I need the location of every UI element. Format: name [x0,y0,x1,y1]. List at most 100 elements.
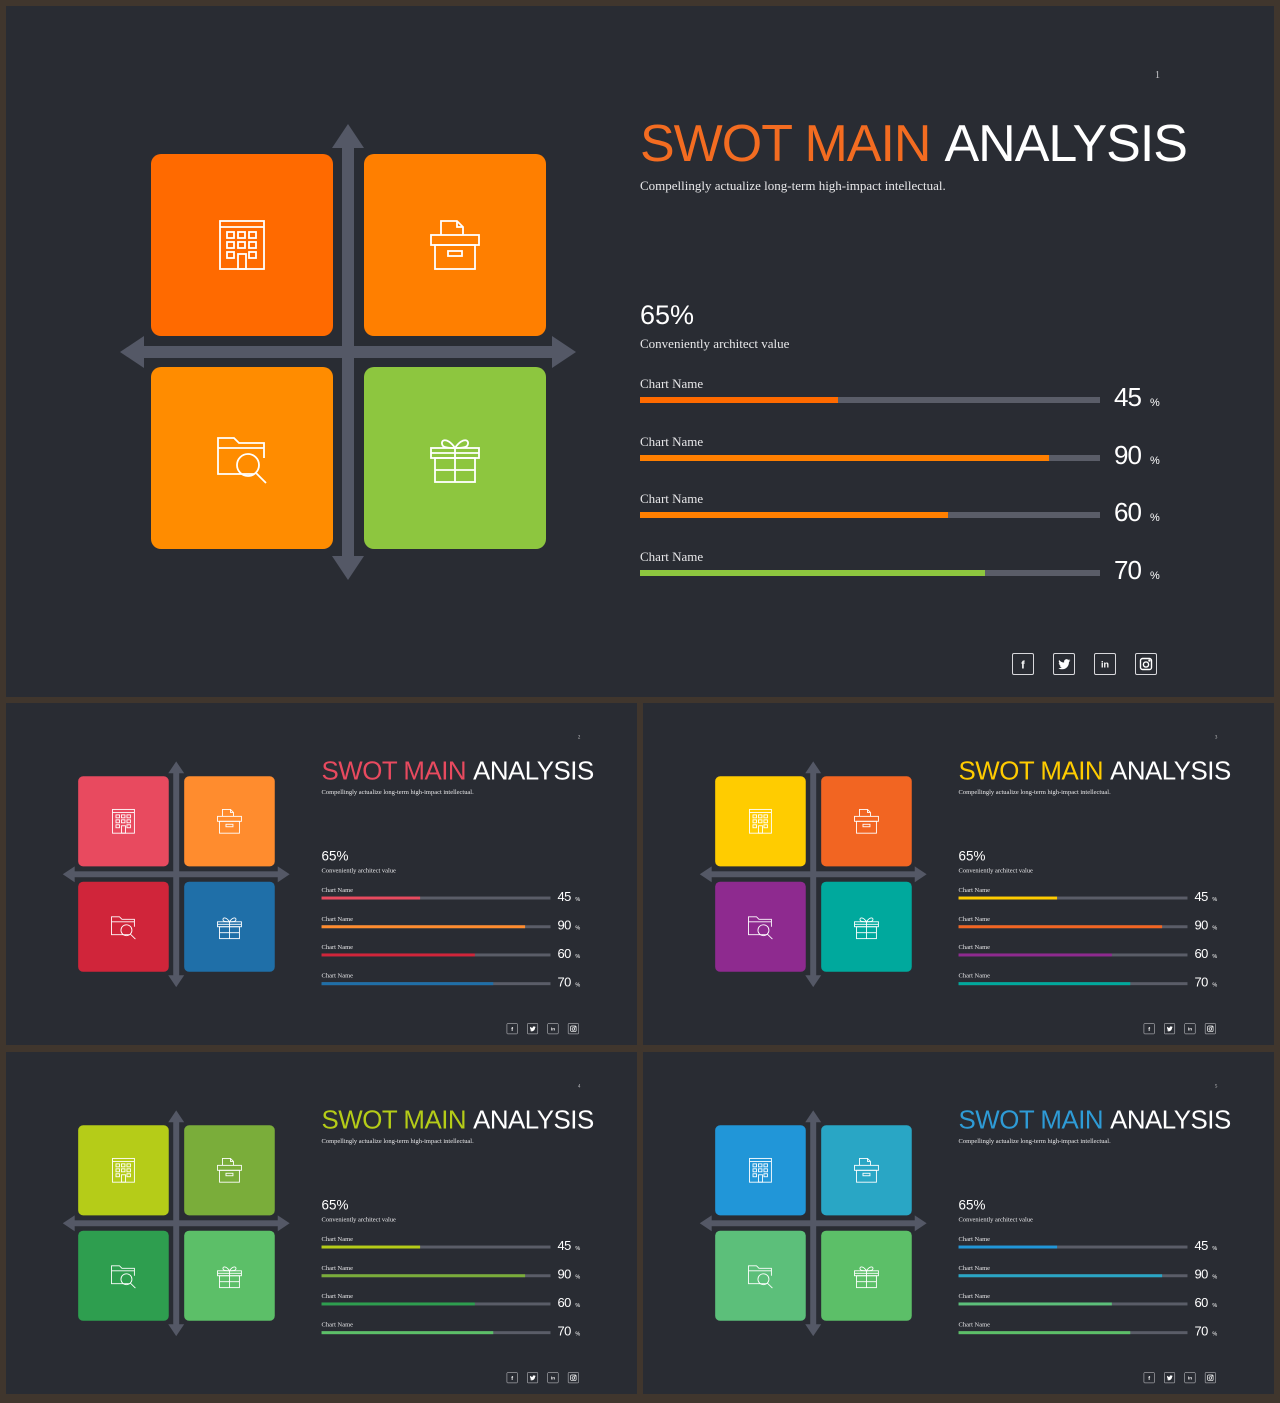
page-number: 3 [1214,734,1218,741]
progress-unit: % [575,1245,581,1252]
progress-row: Chart Name 90 % [640,434,1170,480]
instagram-icon [570,1374,577,1381]
headline-caption: Conveniently architect value [958,1215,1033,1223]
folder-search-icon [748,916,773,940]
progress-label: Chart Name [958,1320,990,1329]
quadrant-square-bottom-right[interactable] [821,1230,912,1321]
headline-value: 65% [958,1197,986,1213]
progress-unit: % [1150,570,1160,582]
quadrant-square-bottom-left[interactable] [715,881,806,972]
instagram-icon [570,1025,577,1032]
facebook-button[interactable]: f [506,1023,518,1035]
progress-fill [958,896,1057,900]
instagram-button[interactable] [1135,653,1157,675]
headline-caption: Conveniently architect value [958,866,1033,874]
progress-value: 60 [557,1295,571,1310]
slide-1[interactable]: 1 [6,6,1274,697]
slide-3[interactable]: 3 [643,703,1274,1045]
quadrant-square-top-right[interactable] [184,1125,275,1216]
quadrant-square-top-left[interactable] [715,1125,806,1216]
progress-row: Chart Name 70 % [958,972,1223,995]
progress-row: Chart Name 90 % [958,915,1223,938]
linkedin-button[interactable]: in [1094,653,1116,675]
slide-4[interactable]: 4 [6,1052,637,1394]
progress-row: Chart Name 90 % [321,1264,586,1287]
progress-value: 90 [1194,1266,1208,1282]
quadrant-square-top-right[interactable] [364,154,546,336]
building-icon [219,220,265,270]
progress-value: 60 [1114,497,1142,527]
progress-fill [958,982,1131,986]
instagram-button[interactable] [1204,1023,1216,1035]
progress-track [958,953,1188,957]
progress-fill [321,1331,494,1335]
instagram-button[interactable] [567,1372,579,1384]
quadrant-axes [62,1110,290,1337]
quadrant-square-top-right[interactable] [821,776,912,867]
title-accent: SWOT MAIN [321,1105,467,1135]
progress-track [321,1245,551,1249]
linkedin-icon: in [1188,1026,1192,1031]
facebook-button[interactable]: f [1143,1372,1155,1384]
progress-track [958,1274,1188,1278]
quadrant-square-bottom-left[interactable] [715,1230,806,1321]
building-icon [112,808,135,834]
quadrant-square-bottom-right[interactable] [184,1230,275,1321]
page-number: 2 [577,734,581,741]
quadrant-axes [120,124,576,580]
quadrant-square-top-left[interactable] [78,776,169,867]
quadrant-square-bottom-right[interactable] [184,881,275,972]
progress-unit: % [1212,953,1218,960]
progress-unit: % [575,925,581,932]
progress-unit: % [1212,925,1218,932]
linkedin-button[interactable]: in [1184,1372,1196,1384]
linkedin-button[interactable]: in [1184,1023,1196,1035]
svg-text:f: f [511,1376,513,1381]
quadrant-square-top-left[interactable] [78,1125,169,1216]
progress-unit: % [1150,397,1160,409]
quadrant-axes [62,761,290,988]
twitter-button[interactable] [1164,1023,1176,1035]
title-rest: ANALYSIS [1110,1105,1231,1135]
twitter-button[interactable] [527,1023,539,1035]
progress-unit: % [1212,1245,1218,1252]
progress-fill [958,925,1163,929]
quadrant-square-bottom-left[interactable] [78,881,169,972]
quadrant-square-bottom-left[interactable] [78,1230,169,1321]
twitter-button[interactable] [1164,1372,1176,1384]
quadrant-square-top-left[interactable] [715,776,806,867]
twitter-button[interactable] [527,1372,539,1384]
slide-subtitle: Compellingly actualize long-term high-im… [958,1137,1111,1145]
folder-search-icon [111,916,136,940]
progress-track [321,896,551,900]
progress-row: Chart Name 70 % [640,549,1170,595]
quadrant-square-top-left[interactable] [151,154,333,336]
progress-track [958,1331,1188,1335]
facebook-button[interactable]: f [506,1372,518,1384]
instagram-button[interactable] [567,1023,579,1035]
progress-fill [958,1245,1057,1249]
building-icon [112,1157,135,1183]
progress-value: 60 [1194,1295,1208,1310]
progress-row: Chart Name 60 % [958,943,1223,966]
quadrant-square-bottom-left[interactable] [151,367,333,549]
slide-2[interactable]: 2 [6,703,637,1045]
twitter-button[interactable] [1053,653,1075,675]
progress-value: 70 [557,974,571,990]
linkedin-button[interactable]: in [547,1372,559,1384]
facebook-button[interactable]: f [1143,1023,1155,1035]
slide-5[interactable]: 5 [643,1052,1274,1394]
facebook-icon: f [511,1027,513,1032]
linkedin-button[interactable]: in [547,1023,559,1035]
quadrant-square-bottom-right[interactable] [821,881,912,972]
quadrant-square-top-right[interactable] [184,776,275,867]
svg-text:in: in [551,1375,555,1380]
facebook-button[interactable]: f [1012,653,1034,675]
quadrant-square-top-right[interactable] [821,1125,912,1216]
instagram-button[interactable] [1204,1372,1216,1384]
progress-unit: % [1150,455,1160,467]
progress-value: 90 [1114,440,1142,470]
progress-unit: % [1212,982,1218,989]
quadrant-square-bottom-right[interactable] [364,367,546,549]
folder-search-icon [111,1265,136,1289]
